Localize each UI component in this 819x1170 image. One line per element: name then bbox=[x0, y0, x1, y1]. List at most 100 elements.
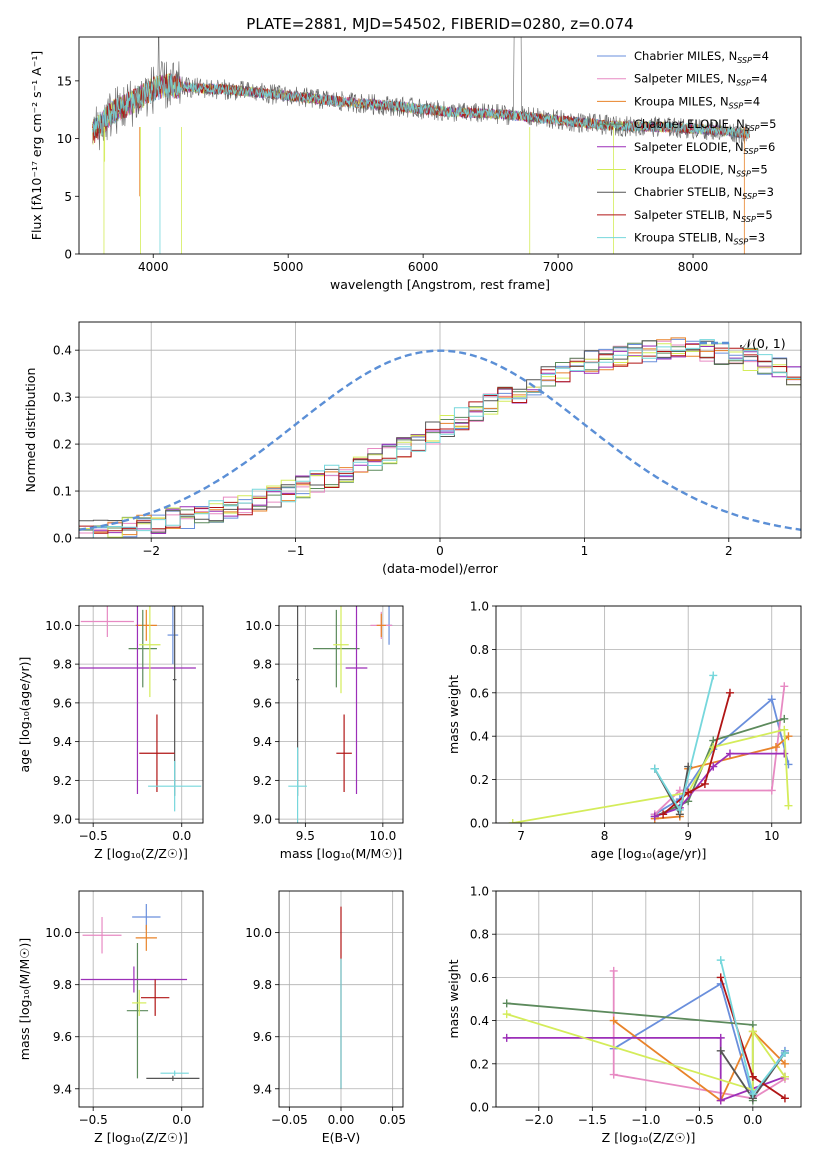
y-tick-label: 1.0 bbox=[470, 600, 489, 614]
histogram-line bbox=[79, 340, 801, 534]
y-tick-label: 9.6 bbox=[53, 1030, 72, 1044]
series-marker bbox=[502, 1010, 511, 1019]
x-tick-label: 7 bbox=[517, 829, 525, 843]
error-bar-point bbox=[313, 609, 360, 688]
axes-frame bbox=[78, 605, 204, 824]
x-tick-label: −1.5 bbox=[578, 1113, 607, 1127]
normal-curve bbox=[79, 349, 801, 531]
series-marker bbox=[780, 1049, 789, 1057]
error-bar-point bbox=[148, 761, 202, 812]
mass-vs-Z-ticks: −0.5 0.0 9.4 9.6 9.8 10.0 Z [log₁₀(Z/Z☉)] mass … bbox=[17, 890, 204, 1145]
y-tick-label: 9.4 bbox=[253, 735, 272, 749]
y-axis-label: age [log₁₀(age/yr)] bbox=[17, 657, 32, 773]
series-marker bbox=[767, 695, 776, 704]
y-tick-label: 0.4 bbox=[470, 1014, 489, 1028]
histogram-line bbox=[79, 337, 801, 538]
y-tick-label: 0.2 bbox=[470, 1057, 489, 1071]
x-tick-label: 0.00 bbox=[328, 1113, 355, 1127]
series-marker bbox=[784, 732, 793, 741]
y-tick-label: 9.8 bbox=[53, 978, 72, 992]
series-marker bbox=[767, 786, 776, 795]
weight-vs-Z-axes bbox=[496, 890, 801, 1108]
series-marker bbox=[650, 812, 659, 821]
series-marker bbox=[771, 743, 780, 752]
x-axis-label: (data-model)/error bbox=[382, 561, 499, 576]
weight-vs-age-plot-area bbox=[508, 671, 793, 823]
y-axis-label: mass [log₁₀(M/M☉)] bbox=[17, 938, 32, 1060]
x-tick-label: 4000 bbox=[138, 260, 169, 274]
y-tick-label: 0.4 bbox=[53, 344, 72, 358]
age-vs-Z-plot-area bbox=[79, 606, 202, 812]
legend-entry: Kroupa MILES, NSSP=4 bbox=[634, 94, 760, 110]
series-line bbox=[654, 697, 790, 816]
age-vs-mass-plot-area bbox=[288, 606, 393, 823]
x-tick-label: 0 bbox=[436, 544, 444, 558]
age-vs-Z-axes bbox=[79, 606, 203, 823]
x-tick-label: 2 bbox=[725, 544, 733, 558]
error-bar-point bbox=[132, 989, 147, 1016]
x-tick-label: −0.5 bbox=[79, 1113, 108, 1127]
x-tick-label: −1.0 bbox=[631, 1113, 660, 1127]
x-tick-label: −2.0 bbox=[524, 1113, 553, 1127]
ebv-axes bbox=[279, 891, 403, 1107]
y-tick-label: 9.8 bbox=[53, 658, 72, 672]
y-tick-label: 9.8 bbox=[253, 658, 272, 672]
series-marker bbox=[780, 1059, 789, 1068]
series-marker bbox=[659, 810, 668, 819]
y-axis-label: Flux [fλ10⁻¹⁷ erg cm⁻² s⁻¹ A⁻¹] bbox=[29, 51, 44, 240]
y-tick-label: 1.0 bbox=[470, 885, 489, 899]
y-tick-label: 10.0 bbox=[245, 926, 272, 940]
y-tick-label: 5 bbox=[64, 190, 72, 204]
error-bar-point bbox=[139, 714, 175, 792]
series-marker bbox=[508, 819, 517, 823]
series-marker bbox=[716, 956, 725, 965]
y-tick-label: 0.0 bbox=[470, 1101, 489, 1115]
mass-vs-Z-axes bbox=[79, 891, 203, 1107]
x-tick-label: 10.0 bbox=[369, 829, 396, 843]
axes-frame bbox=[278, 605, 404, 824]
error-bar-point bbox=[167, 606, 179, 665]
error-bar-point bbox=[135, 609, 157, 641]
spectrum-legend: Chabrier MILES, NSSP=4 Salpeter MILES, NS… bbox=[597, 49, 776, 247]
legend-entry: Salpeter ELODIE, NSSP=6 bbox=[634, 140, 775, 156]
error-bar-point bbox=[139, 606, 161, 698]
error-bar-point bbox=[146, 1075, 200, 1081]
histogram-line bbox=[79, 339, 801, 538]
series-marker bbox=[609, 1070, 618, 1079]
histogram-line bbox=[79, 340, 801, 533]
figure-title: PLATE=2881, MJD=54502, FIBERID=0280, z=0… bbox=[246, 15, 633, 33]
legend-entry: Chabrier MILES, NSSP=4 bbox=[634, 49, 769, 65]
y-tick-label: 9.2 bbox=[53, 774, 72, 788]
series-marker bbox=[650, 764, 659, 773]
x-tick-label: −1 bbox=[287, 544, 305, 558]
weight-vs-Z-ticks: −2.0 −1.5 −1.0 −0.5 0.0 0.0 0.2 0.4 0.6 0.8 1.0 Z [… bbox=[446, 885, 802, 1145]
error-bar-point bbox=[128, 609, 157, 688]
y-tick-label: 10.0 bbox=[245, 619, 272, 633]
age-vs-mass-ticks: 9.5 10.0 9.0 9.2 9.4 9.6 9.8 10.0 mass [log₁₀(M/… bbox=[245, 605, 404, 861]
x-axis-label: Z [log₁₀(Z/Z☉)] bbox=[602, 1130, 696, 1145]
error-bar-point bbox=[288, 747, 307, 823]
axes-frame bbox=[278, 890, 404, 1108]
series-marker bbox=[684, 788, 693, 797]
x-tick-label: 10 bbox=[764, 829, 779, 843]
legend-entry: 𝒩(0, 1) bbox=[740, 336, 786, 351]
y-tick-label: 10.0 bbox=[45, 926, 72, 940]
series-marker bbox=[748, 1072, 757, 1081]
y-tick-label: 9.4 bbox=[53, 1082, 72, 1096]
age-vs-Z-ticks: −0.5 0.0 9.0 9.2 9.4 9.6 9.8 10.0 Z [log₁₀(Z/Z☉)… bbox=[17, 605, 204, 861]
x-tick-label: −0.5 bbox=[79, 829, 108, 843]
y-tick-label: 0.1 bbox=[53, 485, 72, 499]
weight-vs-age-ticks: 7 8 9 10 0.0 0.2 0.4 0.6 0.8 1.0 age [log₁₀(age/yr… bbox=[446, 600, 802, 861]
y-tick-label: 0.0 bbox=[53, 532, 72, 546]
residuals-ticks: −2 −1 0 1 2 0.0 0.1 0.2 0.3 0.4 (data-model)/error… bbox=[23, 321, 802, 576]
x-tick-label: −0.5 bbox=[685, 1113, 714, 1127]
histogram-line bbox=[79, 343, 801, 534]
error-bar-point bbox=[141, 979, 170, 1016]
y-tick-label: 9.2 bbox=[253, 774, 272, 788]
series-marker bbox=[716, 973, 725, 982]
y-tick-label: 9.8 bbox=[253, 978, 272, 992]
y-tick-label: 0.4 bbox=[470, 730, 489, 744]
legend-entry: Salpeter STELIB, NSSP=5 bbox=[634, 208, 773, 224]
mass-vs-Z-plot-area bbox=[80, 904, 200, 1081]
y-tick-label: 10.0 bbox=[45, 619, 72, 633]
